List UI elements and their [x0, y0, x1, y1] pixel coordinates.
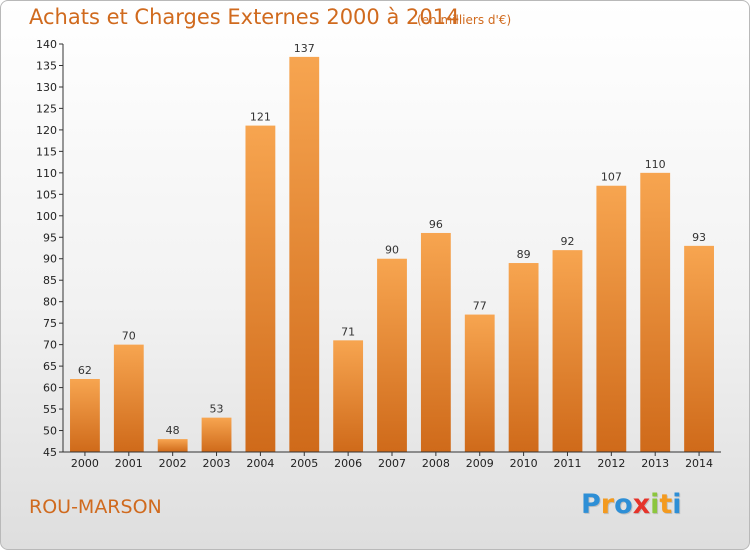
chart-title: Achats et Charges Externes 2000 à 2014	[29, 5, 460, 29]
data-label-2004: 121	[250, 111, 271, 124]
x-tick-label-2004: 2004	[246, 457, 274, 470]
logo-letter: t	[659, 489, 673, 520]
bar-2000	[70, 378, 100, 452]
data-label-2014: 93	[692, 231, 706, 244]
x-tick-label-2003: 2003	[203, 457, 231, 470]
y-tick-label: 120	[36, 124, 57, 137]
bar-2012	[596, 185, 627, 452]
y-tick-label: 50	[43, 425, 57, 438]
y-tick-label: 135	[36, 59, 57, 72]
y-tick-label: 65	[43, 360, 57, 373]
x-axis: 2000 2001 2002 2003 2004 2005 2006 2007 2008 2009…	[63, 451, 721, 470]
y-tick-label: 95	[43, 231, 57, 244]
x-tick-label-2008: 2008	[422, 457, 450, 470]
bar-2002	[157, 439, 188, 452]
x-tick-label-2000: 2000	[71, 457, 99, 470]
y-tick-label: 85	[43, 274, 57, 287]
data-label-2005: 137	[294, 42, 315, 55]
logo-letter: i	[650, 489, 660, 520]
logo-letter: P	[581, 489, 601, 520]
y-tick-label: 100	[36, 210, 57, 223]
bar-2010	[508, 263, 539, 452]
y-tick-label: 115	[36, 145, 57, 158]
x-tick-label-2014: 2014	[685, 457, 713, 470]
data-label-2002: 48	[166, 424, 180, 437]
y-tick-label: 90	[43, 253, 57, 266]
y-tick-label: 105	[36, 188, 57, 201]
bar-2004	[245, 125, 276, 452]
bar-2006	[333, 340, 364, 452]
x-tick-label-2005: 2005	[290, 457, 318, 470]
y-tick-label: 60	[43, 382, 57, 395]
x-tick-label-2002: 2002	[159, 457, 187, 470]
x-tick-label-2010: 2010	[510, 457, 538, 470]
proxiti-logo[interactable]: Proxiti	[581, 489, 682, 520]
data-label-2006: 71	[341, 325, 355, 338]
data-label-2001: 70	[122, 330, 136, 343]
x-tick-label-2001: 2001	[115, 457, 143, 470]
data-label-2011: 92	[560, 235, 574, 248]
data-label-2000: 62	[78, 364, 92, 377]
logo-letter: r	[600, 489, 615, 520]
logo-letter: i	[672, 489, 682, 520]
bar-2009	[464, 314, 495, 452]
y-tick-label: 75	[43, 317, 57, 330]
bars: 62 70 48 53 121 137 71 90 96 77 89 92 107 110 93	[70, 42, 714, 452]
y-tick-label: 130	[36, 81, 57, 94]
y-tick-label: 70	[43, 339, 57, 352]
bar-2008	[420, 232, 451, 452]
data-label-2013: 110	[645, 158, 666, 171]
city-name: ROU-MARSON	[29, 496, 162, 518]
bar-2003	[201, 417, 232, 452]
x-tick-label-2006: 2006	[334, 457, 362, 470]
x-tick-label-2013: 2013	[641, 457, 669, 470]
bar-2005	[289, 56, 320, 452]
y-tick-label: 110	[36, 167, 57, 180]
bar-2007	[377, 258, 407, 452]
bar-2013	[640, 172, 671, 452]
x-tick-label-2009: 2009	[466, 457, 494, 470]
chart-subtitle: (en milliers d'€)	[417, 13, 512, 27]
y-tick-label: 80	[43, 296, 57, 309]
data-label-2007: 90	[385, 244, 399, 257]
logo-letter: x	[632, 489, 651, 520]
bar-2001	[113, 344, 144, 452]
x-tick-label-2007: 2007	[378, 457, 406, 470]
y-tick-label: 45	[43, 446, 57, 459]
data-label-2008: 96	[429, 218, 443, 231]
y-axis: 45 50 55 60 65 70 75 80 85 90 95 100 105 110 115 120 125…	[36, 38, 64, 459]
data-label-2009: 77	[473, 300, 487, 313]
x-tick-label-2011: 2011	[553, 457, 581, 470]
y-tick-label: 55	[43, 403, 57, 416]
x-tick-label-2012: 2012	[597, 457, 625, 470]
y-tick-label: 125	[36, 102, 57, 115]
logo-letter: o	[614, 489, 633, 520]
data-label-2010: 89	[517, 248, 531, 261]
bar-2011	[552, 250, 583, 452]
data-label-2003: 53	[210, 403, 224, 416]
bar-2014	[684, 245, 714, 452]
data-label-2012: 107	[601, 171, 622, 184]
y-tick-label: 140	[36, 38, 57, 51]
